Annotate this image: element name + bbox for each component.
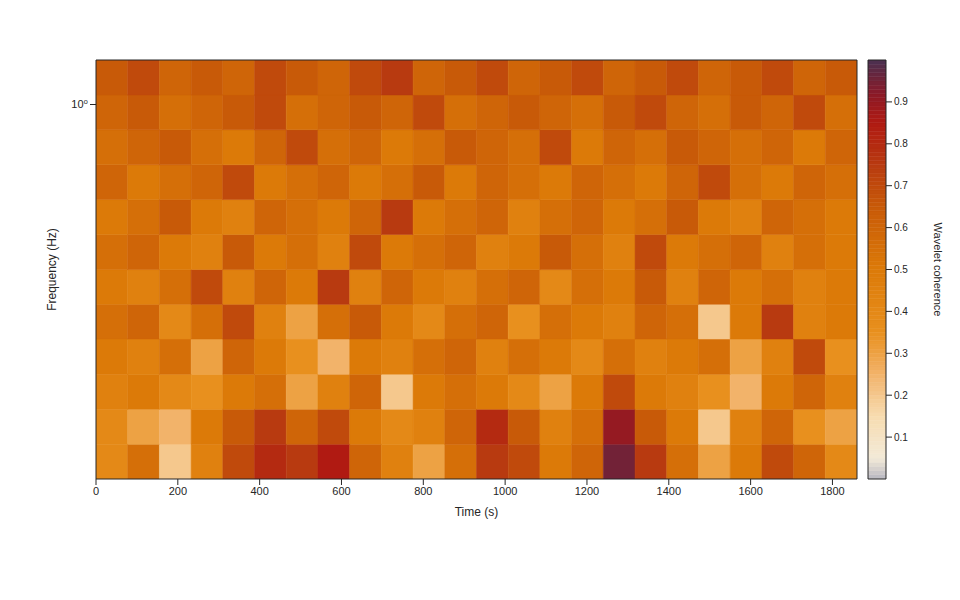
svg-text:Wavelet coherence: Wavelet coherence [932, 223, 944, 317]
svg-text:0: 0 [93, 485, 99, 497]
svg-text:1200: 1200 [575, 485, 599, 497]
svg-text:0.7: 0.7 [894, 180, 908, 191]
svg-text:1800: 1800 [820, 485, 844, 497]
svg-text:600: 600 [332, 485, 350, 497]
svg-text:Time (s): Time (s) [455, 505, 499, 519]
svg-text:0.6: 0.6 [894, 222, 908, 233]
svg-text:1400: 1400 [657, 485, 681, 497]
svg-text:1000: 1000 [493, 485, 517, 497]
svg-text:800: 800 [414, 485, 432, 497]
svg-text:0.1: 0.1 [894, 432, 908, 443]
svg-text:0.2: 0.2 [894, 390, 908, 401]
svg-text:0.9: 0.9 [894, 96, 908, 107]
svg-text:10⁰: 10⁰ [71, 98, 88, 110]
svg-text:0.8: 0.8 [894, 138, 908, 149]
svg-text:1600: 1600 [738, 485, 762, 497]
svg-text:Frequency (Hz): Frequency (Hz) [45, 228, 59, 311]
svg-text:0.4: 0.4 [894, 306, 908, 317]
svg-text:200: 200 [169, 485, 187, 497]
svg-text:400: 400 [250, 485, 268, 497]
svg-text:0.3: 0.3 [894, 348, 908, 359]
svg-text:0.5: 0.5 [894, 264, 908, 275]
